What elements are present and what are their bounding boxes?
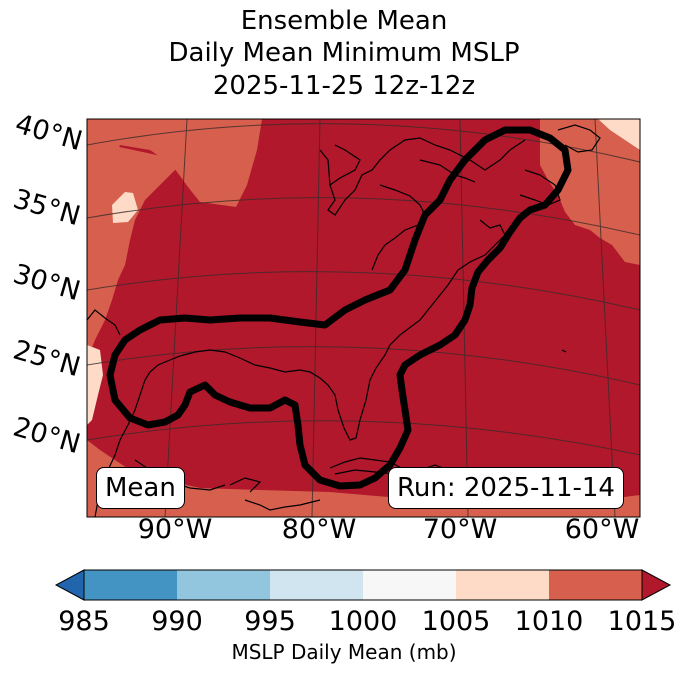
colorbar-segment-985-990 (84, 570, 177, 600)
colorbar-segment-1000-1005 (363, 570, 456, 600)
title-line-2: Daily Mean Minimum MSLP (168, 38, 520, 68)
title-line-3: 2025-11-25 12z-12z (212, 71, 476, 101)
field-1010-west-b (87, 119, 262, 330)
colorbar-extend-high (641, 569, 672, 601)
colorbar-tick-1010: 1010 (514, 606, 584, 637)
field-1010-south (87, 440, 640, 517)
title-line-1: Ensemble Mean (240, 6, 448, 36)
colorbar-extend-low (54, 569, 85, 601)
colorbar-segment-995-1000 (270, 570, 363, 600)
colorbar-segment-990-995 (177, 570, 270, 600)
map-frame (86, 118, 641, 518)
map-panel (87, 119, 640, 517)
colorbar-tick-990: 990 (151, 606, 203, 637)
colorbar-label: MSLP Daily Mean (mb) (231, 640, 457, 664)
colorbar-tick-1015: 1015 (607, 606, 677, 637)
field-1005-west-strip (87, 345, 103, 425)
contour-1015mb (106, 126, 572, 490)
field-1005-patch (112, 192, 138, 223)
mean-label-box: Mean (96, 467, 185, 509)
colorbar-tick-995: 995 (244, 606, 296, 637)
colorbar-tick-985: 985 (58, 606, 110, 637)
colorbar-tick-1005: 1005 (421, 606, 491, 637)
field-1005-northeast (598, 119, 640, 150)
colorbar-tick-1000: 1000 (328, 606, 398, 637)
lon-label-70w: 70°W (422, 514, 498, 545)
lon-label-90w: 90°W (137, 514, 213, 545)
lon-label-80w: 80°W (281, 514, 357, 545)
colorbar-segment-1005-1010 (456, 570, 549, 600)
colorbar-frame (83, 569, 643, 601)
run-label-box: Run: 2025-11-14 (388, 467, 624, 509)
lon-label-60w: 60°W (564, 514, 640, 545)
colorbar-segment-1010-1015 (549, 570, 642, 600)
